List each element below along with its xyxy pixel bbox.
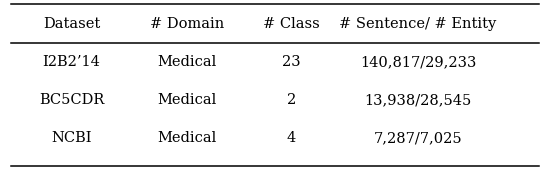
Text: NCBI: NCBI: [51, 131, 92, 145]
Text: Medical: Medical: [157, 93, 217, 107]
Text: Medical: Medical: [157, 131, 217, 145]
Text: # Sentence/ # Entity: # Sentence/ # Entity: [339, 17, 497, 31]
Text: 13,938/28,545: 13,938/28,545: [364, 93, 472, 107]
Text: # Domain: # Domain: [150, 17, 224, 31]
Text: 140,817/29,233: 140,817/29,233: [360, 55, 476, 70]
Text: # Class: # Class: [263, 17, 320, 31]
Text: 7,287/7,025: 7,287/7,025: [373, 131, 463, 145]
Text: Dataset: Dataset: [43, 17, 100, 31]
Text: 2: 2: [287, 93, 296, 107]
Text: 4: 4: [287, 131, 296, 145]
Text: Medical: Medical: [157, 55, 217, 70]
Text: I2B2’14: I2B2’14: [42, 55, 101, 70]
Text: 23: 23: [282, 55, 301, 70]
Text: BC5CDR: BC5CDR: [39, 93, 104, 107]
